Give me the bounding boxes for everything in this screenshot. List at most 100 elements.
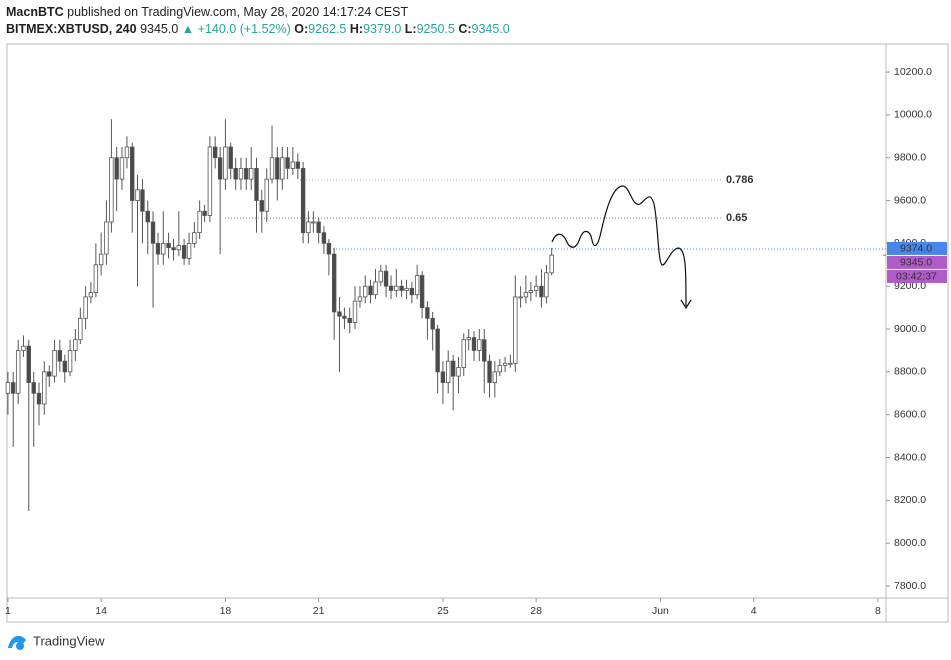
candle-body	[419, 275, 425, 309]
candle-body	[202, 210, 207, 216]
candle-body	[331, 253, 337, 313]
candle-body	[523, 292, 529, 298]
candle-body	[124, 146, 130, 159]
candle-body	[78, 317, 83, 341]
y-tick-label: 8000.0	[894, 537, 926, 549]
candle-body	[404, 287, 409, 291]
candle-body	[326, 242, 332, 255]
y-tick-label: 8200.0	[894, 494, 926, 506]
candle-body	[269, 157, 275, 180]
candle-body	[456, 367, 461, 377]
candle-body	[352, 300, 358, 324]
footer-brand: TradingView	[33, 633, 105, 648]
candle-body	[254, 168, 259, 201]
candle-body	[342, 315, 347, 319]
candle-body	[275, 157, 280, 180]
x-tick-label: 21	[313, 605, 325, 617]
candle-body	[539, 285, 544, 298]
candle-body	[533, 285, 539, 291]
candle-body	[83, 296, 88, 319]
x-tick-label: 25	[437, 605, 449, 617]
candle-body	[450, 360, 456, 377]
header-line-1: MacnBTC published on TradingView.com, Ma…	[6, 4, 510, 21]
y-tick-label: 8800.0	[894, 366, 926, 378]
candle-body	[244, 168, 249, 180]
candle-body	[482, 339, 487, 362]
y-tick-label: 8600.0	[894, 408, 926, 420]
candle-body	[212, 146, 218, 159]
candle-body	[109, 157, 114, 223]
candle-body	[161, 242, 166, 255]
candle-body	[42, 371, 47, 405]
x-tick-label: 28	[530, 605, 542, 617]
last-price-badge	[887, 255, 947, 269]
candle-body	[300, 168, 306, 234]
candle-body	[197, 210, 202, 234]
candle-body	[544, 272, 549, 298]
y-tick-label: 9200.0	[894, 280, 926, 292]
candle-body	[285, 157, 290, 169]
y-tick-label: 9600.0	[894, 194, 926, 206]
price-line-label: 9374.0	[900, 243, 932, 255]
candle-body	[249, 168, 254, 180]
candle-body	[316, 221, 321, 234]
candle-body	[73, 339, 78, 351]
header-line-2: BITMEX:XBTUSD, 240 9345.0 ▲ +140.0 (+1.5…	[6, 21, 510, 38]
candle-body	[394, 285, 399, 291]
candle-body	[238, 168, 244, 180]
candle-body	[388, 285, 394, 291]
candle-body	[430, 317, 435, 330]
candle-body	[145, 210, 150, 223]
x-tick-label: 8	[875, 605, 881, 617]
last: 9345.0	[140, 22, 179, 36]
candle-body	[295, 161, 301, 169]
candle-body	[104, 221, 109, 255]
candle-body	[446, 360, 451, 383]
candle-body	[130, 146, 135, 201]
published: published on TradingView.com, May 28, 20…	[67, 5, 409, 19]
candle-body	[166, 242, 171, 249]
fib-label: 0.65	[726, 212, 747, 224]
candle-body	[508, 362, 513, 365]
candle-body	[11, 382, 16, 394]
o-value: 9262.5	[308, 22, 347, 36]
candle-body	[5, 382, 11, 394]
candle-body	[140, 189, 145, 212]
candle-body	[181, 245, 187, 259]
candle-body	[31, 382, 36, 394]
candle-body	[155, 242, 161, 255]
candle-body	[36, 392, 42, 405]
candle-body	[497, 365, 502, 373]
last-price-label: 9345.0	[900, 257, 932, 269]
fib-label: 0.786	[726, 174, 754, 186]
x-tick-label: 1	[5, 605, 11, 617]
header: MacnBTC published on TradingView.com, Ma…	[6, 4, 510, 38]
candle-body	[409, 287, 415, 296]
candle-body	[321, 232, 327, 244]
symbol: BITMEX:XBTUSD, 240	[6, 22, 137, 36]
candle-body	[518, 296, 523, 299]
y-tick-label: 10200.0	[894, 66, 932, 78]
frame	[6, 43, 949, 623]
candle-body	[461, 339, 466, 368]
y-tick-label: 9800.0	[894, 151, 926, 163]
candle-body	[57, 350, 63, 362]
candle-body	[259, 200, 264, 212]
candle-body	[363, 285, 368, 298]
candle-body	[223, 146, 228, 180]
candle-body	[502, 362, 508, 366]
candle-body	[487, 360, 492, 383]
candle-body	[62, 360, 67, 373]
candle-body	[150, 221, 156, 244]
price-line-badge	[887, 241, 947, 255]
o-label: O:	[294, 22, 309, 36]
h-value: 9379.0	[363, 22, 402, 36]
projection-drawing	[551, 185, 687, 307]
candle-body	[528, 290, 534, 294]
candle-body	[471, 337, 477, 351]
candle-body	[357, 296, 363, 302]
candle-body	[233, 168, 238, 180]
l-value: 9250.5	[416, 22, 455, 36]
candle-body	[337, 311, 342, 317]
